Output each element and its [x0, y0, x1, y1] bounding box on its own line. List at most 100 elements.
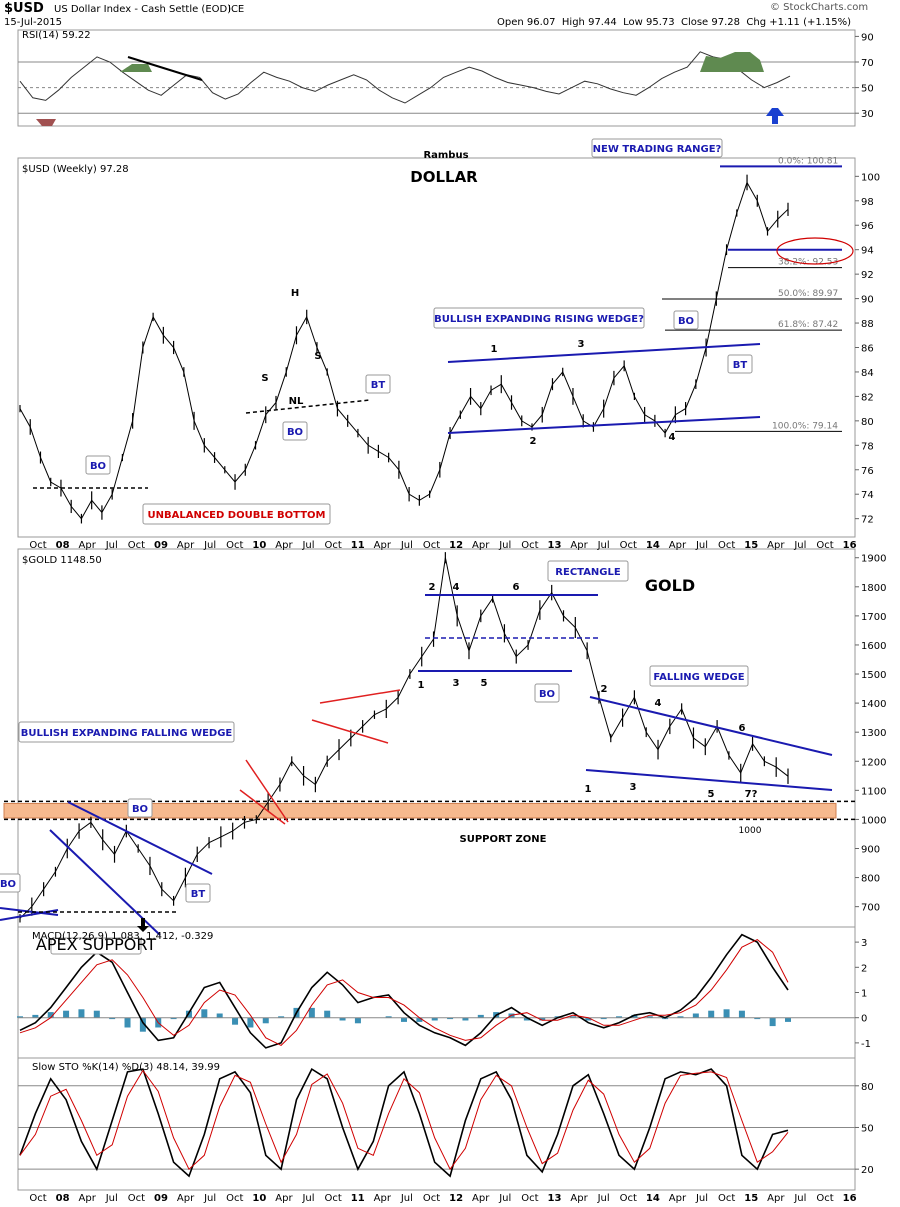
y-tick-label-usd: 86 — [861, 344, 874, 355]
pattern-label: 3 — [453, 678, 460, 689]
macd-histogram-bar — [262, 1017, 269, 1024]
x-tick-label: 16 — [843, 1193, 857, 1204]
annotation-bo-usd-1-box — [85, 455, 111, 475]
y-tick-label-sto: 80 — [861, 1082, 874, 1093]
macd-histogram-bar — [631, 1014, 638, 1018]
x-tick-label: Jul — [695, 1193, 708, 1204]
macd-histogram-bar — [447, 1017, 454, 1020]
macd-histogram-bar — [216, 1013, 223, 1018]
annotation-apex-support-box — [50, 937, 142, 955]
macd-histogram-bar — [585, 1017, 592, 1021]
macd-signal-line — [19, 939, 789, 1047]
x-tick-label: Oct — [324, 540, 341, 551]
x-tick-label: Jul — [597, 1193, 610, 1204]
support-zone — [3, 802, 837, 819]
y-tick-label-sto: 50 — [861, 1123, 874, 1134]
neckline — [245, 399, 371, 414]
x-tick-label: 09 — [154, 540, 168, 551]
x-tick-label: 13 — [548, 540, 562, 551]
x-tick-label: Jul — [400, 540, 413, 551]
change-value: +1.11 (+1.15%) — [769, 17, 852, 28]
x-tick-label: Apr — [374, 540, 392, 551]
y-tick-label-usd: 80 — [861, 417, 874, 428]
x-tick-label: 16 — [843, 540, 857, 551]
pattern-label: 5 — [481, 678, 488, 689]
x-tick-label: Jul — [105, 540, 118, 551]
annotation-bt-usd-1-box — [365, 374, 391, 394]
y-tick-label-rsi: 70 — [861, 58, 874, 69]
macd-histogram-bar — [462, 1017, 469, 1021]
annotation-falling-wedge-box — [649, 665, 749, 687]
x-tick-label: Oct — [521, 540, 538, 551]
annotation-new-trading-range: NEW TRADING RANGE? — [593, 144, 722, 155]
x-tick-label: Oct — [718, 1193, 735, 1204]
rsi-trend-line — [127, 56, 203, 81]
x-tick-label: Apr — [570, 1193, 588, 1204]
macd-histogram-bar — [32, 1014, 39, 1018]
pattern-label: 1 — [418, 680, 425, 691]
panel-title-sto: Slow STO %K(14) %D(3) 48.14, 39.99 — [32, 1062, 220, 1073]
pattern-label: 3 — [630, 782, 637, 793]
macd-histogram-bar — [339, 1017, 346, 1021]
x-tick-label: Apr — [767, 1193, 785, 1204]
y-tick-label-usd: 88 — [861, 319, 874, 330]
rsi-overbought-fill — [120, 64, 152, 72]
x-tick-label: Oct — [29, 1193, 46, 1204]
y-tick-label-gold: 1600 — [861, 641, 886, 652]
x-tick-label: Apr — [177, 1193, 195, 1204]
ohlc-readout: Open 96.07 High 97.44 Low 95.73 Close 97… — [497, 17, 851, 28]
pattern-label: 4 — [669, 432, 676, 443]
x-tick-label: Apr — [570, 540, 588, 551]
annotation-bt-gold-box — [185, 883, 211, 903]
support-zone-label: SUPPORT ZONE — [460, 834, 547, 845]
pattern-label: NL — [289, 396, 304, 407]
annotation-double-bottom: UNBALANCED DOUBLE BOTTOM — [148, 510, 326, 521]
x-tick-label: 08 — [56, 1193, 70, 1204]
macd-histogram-bar — [539, 1017, 546, 1021]
annotation-rectangle-box — [547, 560, 629, 582]
x-tick-label: Oct — [128, 540, 145, 551]
macd-histogram-bar — [170, 1017, 177, 1020]
panel-title-macd: MACD(12,26,9) 1.083, 1.412, -0.329 — [32, 931, 213, 942]
flag-line — [311, 719, 389, 744]
macd-histogram-bar — [477, 1014, 484, 1018]
x-tick-label: 11 — [351, 540, 365, 551]
x-tick-label: Oct — [324, 1193, 341, 1204]
y-tick-label-gold: 1200 — [861, 757, 886, 768]
annotation-expanding-wedge-box — [18, 721, 235, 743]
fib-label: 61.8%: 87.42 — [778, 320, 838, 330]
macd-histogram-bar — [754, 1017, 761, 1020]
fib-highlight-circle — [776, 237, 854, 265]
y-tick-label-macd: 1 — [861, 989, 867, 1000]
watermark: © StockCharts.com — [770, 2, 869, 13]
y-tick-label-usd: 98 — [861, 197, 874, 208]
annotation-bo-usd-1: BO — [90, 461, 106, 472]
y-tick-label-usd: 90 — [861, 295, 874, 306]
macd-histogram-bar — [677, 1016, 684, 1018]
y-tick-label-gold: 800 — [861, 874, 880, 885]
macd-histogram-bar — [600, 1017, 607, 1020]
rsi-line — [19, 51, 791, 104]
annotation-falling-wedge: FALLING WEDGE — [653, 672, 744, 683]
x-tick-label: 11 — [351, 1193, 365, 1204]
x-tick-label: 14 — [646, 540, 660, 551]
x-tick-label: Apr — [767, 540, 785, 551]
x-tick-label: 12 — [449, 1193, 463, 1204]
wedge-bottom-line — [447, 416, 761, 434]
flag-line — [319, 689, 401, 704]
x-tick-label: Oct — [620, 1193, 637, 1204]
x-tick-label: Apr — [472, 1193, 490, 1204]
annotation-bo-gold-3: BO — [0, 879, 16, 890]
pattern-label: 7? — [745, 789, 758, 800]
macd-histogram-bar — [139, 1017, 146, 1032]
rsi-oversold-fill — [36, 119, 56, 126]
macd-histogram-bar — [201, 1009, 208, 1018]
symbol: $USD — [4, 1, 44, 16]
annotation-bt-usd-2: BT — [733, 360, 748, 371]
x-tick-label: Jul — [793, 1193, 806, 1204]
x-tick-label: Apr — [669, 1193, 687, 1204]
x-tick-label: Oct — [718, 540, 735, 551]
y-tick-label-usd: 74 — [861, 490, 874, 501]
expanding-wedge-top — [67, 801, 213, 875]
fib-label: 50.0%: 89.97 — [778, 289, 838, 299]
